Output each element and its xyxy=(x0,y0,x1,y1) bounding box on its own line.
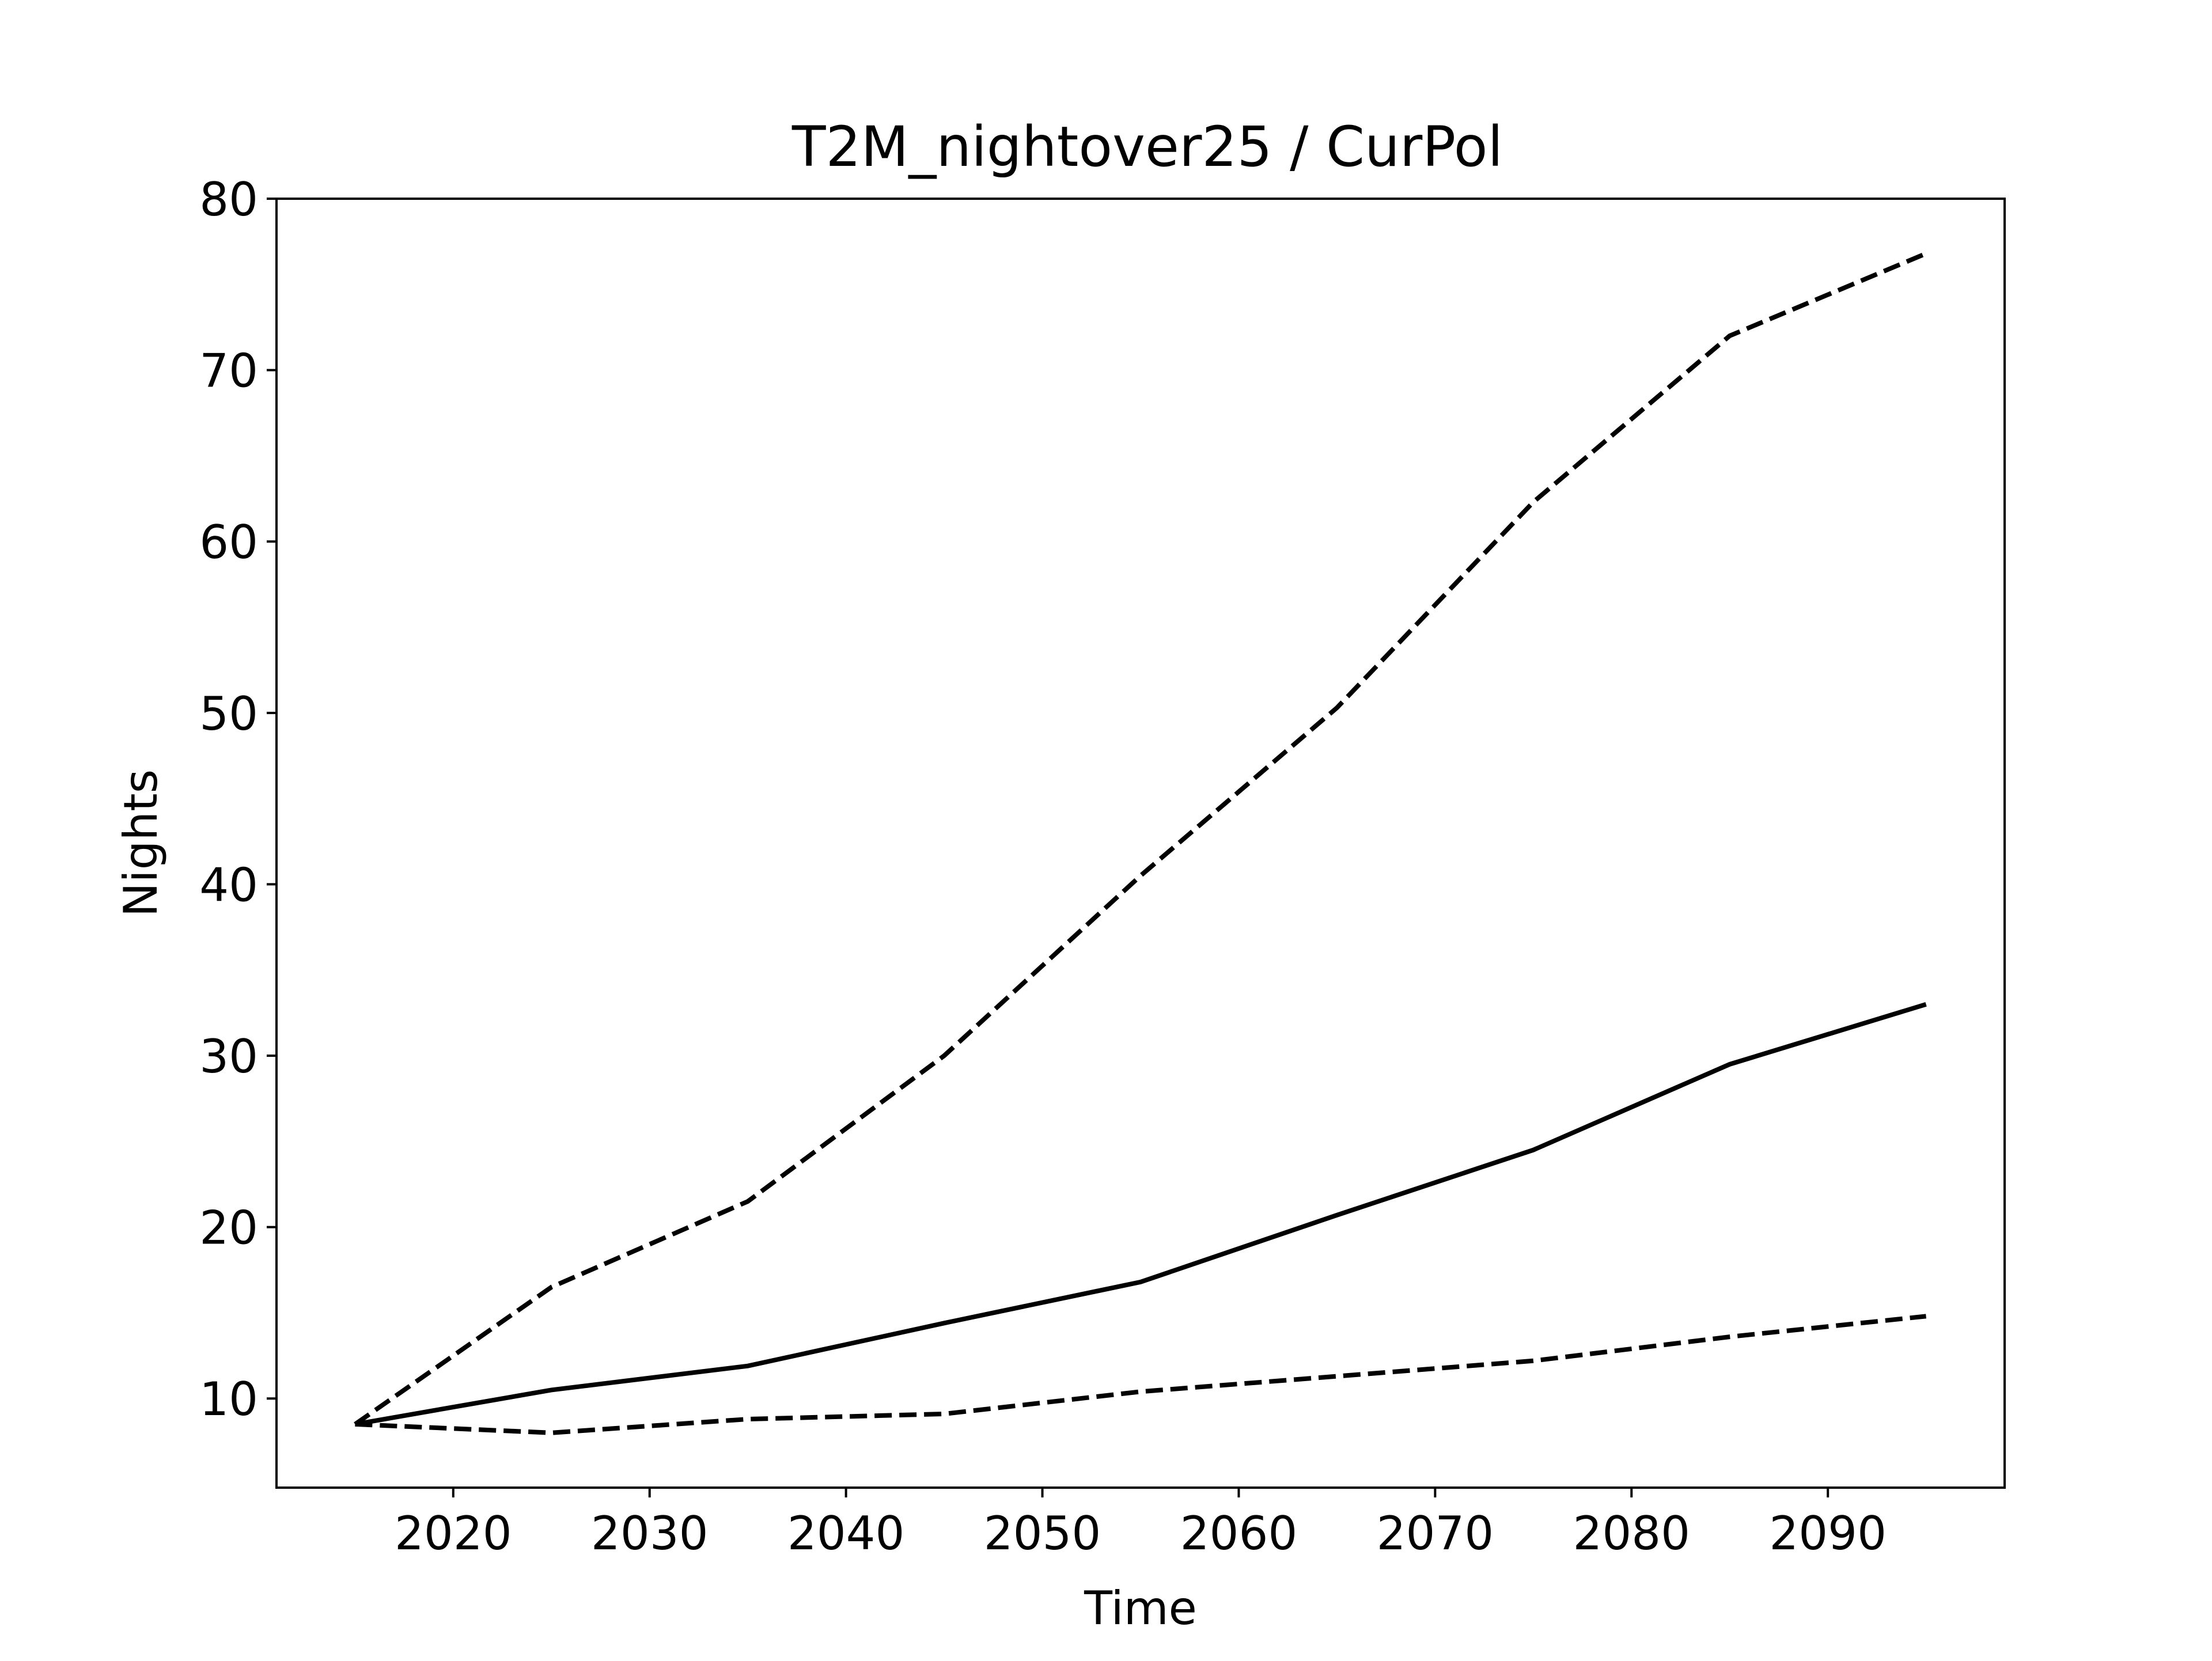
x-tick-label: 2050 xyxy=(984,1507,1101,1560)
x-axis: 2020 2030 2040 2050 2060 2070 2080 2090 xyxy=(395,1488,1887,1560)
x-tick-label: 2020 xyxy=(395,1507,512,1560)
y-tick-label: 10 xyxy=(199,1372,258,1426)
x-tick-label: 2080 xyxy=(1573,1507,1690,1560)
y-tick-label: 30 xyxy=(199,1030,258,1083)
x-tick-label: 2070 xyxy=(1377,1507,1494,1560)
x-tick-label: 2040 xyxy=(787,1507,905,1560)
y-axis: 10 20 30 40 50 60 70 80 xyxy=(199,173,276,1426)
x-tick-label: 2030 xyxy=(591,1507,709,1560)
chart-title: T2M_nightover25 / CurPol xyxy=(791,115,1503,179)
y-tick-label: 70 xyxy=(199,344,258,398)
y-tick-label: 50 xyxy=(199,687,258,741)
x-axis-label: Time xyxy=(1084,1582,1197,1635)
upper-bound-series-line xyxy=(354,251,1927,1427)
y-tick-label: 60 xyxy=(199,515,258,569)
y-tick-label: 80 xyxy=(199,173,258,226)
x-tick-label: 2090 xyxy=(1769,1507,1887,1560)
y-axis-label: Nights xyxy=(114,769,168,917)
median-series-line xyxy=(354,1002,1927,1427)
y-tick-label: 40 xyxy=(199,858,258,912)
x-tick-label: 2060 xyxy=(1180,1507,1298,1560)
series-layer xyxy=(354,251,1927,1435)
plot-frame xyxy=(275,198,2006,1489)
lower-bound-series-line xyxy=(355,1314,1927,1435)
y-tick-label: 20 xyxy=(199,1201,258,1255)
